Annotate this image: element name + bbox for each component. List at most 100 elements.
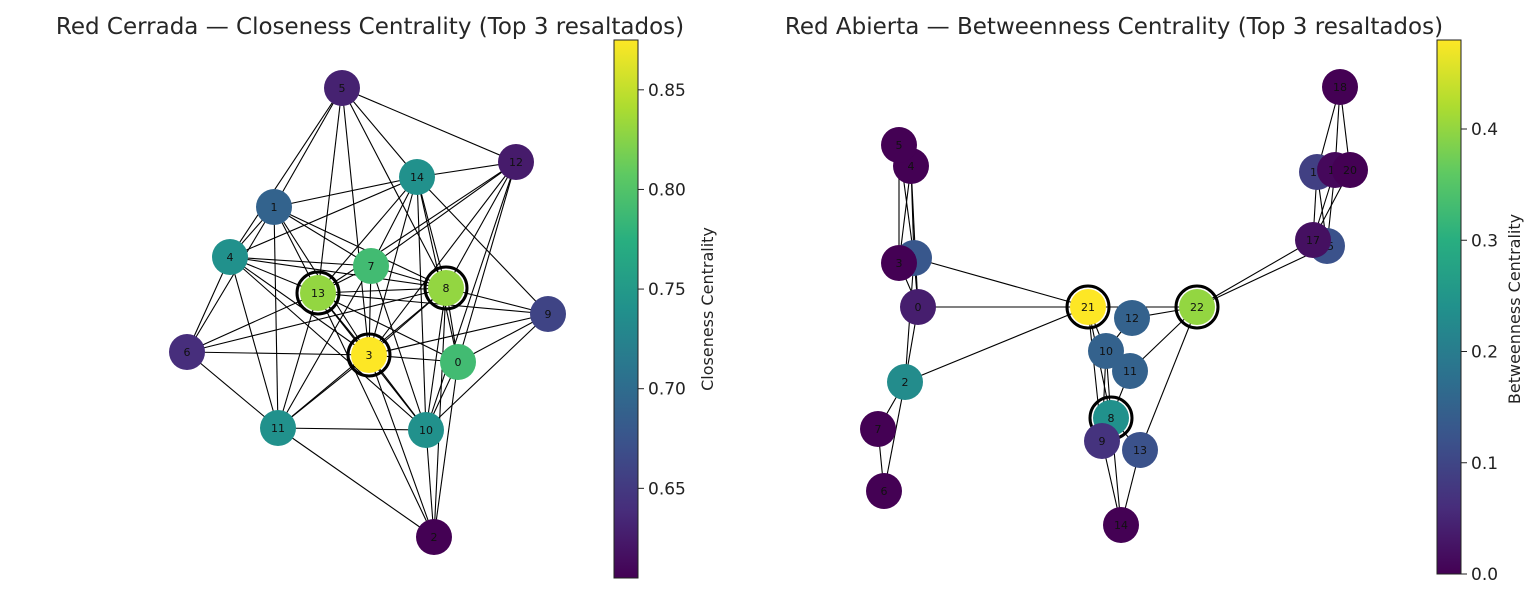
edge-4-10 [229,256,427,431]
node-0: 0 [900,289,936,325]
colorbar-tick: 0.4 [1461,120,1498,140]
node-label: 2 [431,531,438,544]
colorbar-tick: 0.3 [1461,231,1498,251]
edge-5-13 [317,87,343,294]
node-label: 3 [896,257,903,270]
node-14: 14 [399,159,435,195]
edge-2-21 [904,306,1089,383]
edge-9-10 [425,313,549,431]
node-12: 12 [498,144,534,180]
node-label: 9 [545,308,552,321]
node-marker [1322,69,1358,105]
edge-12-7 [370,161,517,267]
node-label: 22 [1190,301,1204,314]
node-label: 1 [271,201,278,214]
node-21: 21 [1065,284,1111,330]
node-marker [1112,353,1148,389]
tick-label: 0.70 [648,380,686,400]
node-label: 10 [1099,345,1113,358]
node-marker [1179,289,1215,325]
node-marker [1122,432,1158,468]
node-label: 14 [1114,519,1128,532]
node-17: 17 [1295,222,1331,258]
node-label: 13 [1133,444,1147,457]
node-label: 7 [875,423,882,436]
tick-label: 0.3 [1471,231,1498,251]
node-marker [440,344,476,380]
panel-title: Red Abierta — Betweenness Centrality (To… [785,14,1443,40]
tick-label: 0.80 [648,180,686,200]
colorbar-label: Betweenness Centrality [1505,214,1524,404]
node-20: 20 [1332,152,1368,188]
node-marker [1332,152,1368,188]
edge-8-10 [425,287,447,431]
node-marker [416,519,452,555]
edge-4-7 [229,256,372,267]
tick-label: 0.4 [1471,120,1498,140]
edge-14-8 [416,176,447,289]
node-marker [530,296,566,332]
edge-5-3 [341,87,370,356]
edge-1-14 [273,176,418,208]
edge-group [186,87,549,538]
node-12: 12 [1114,300,1150,336]
colorbar-gradient [613,39,639,579]
node-label: 6 [881,485,888,498]
node-5: 5 [881,127,917,163]
node-0: 0 [440,344,476,380]
edge-2-6 [883,381,906,492]
tick-label: 0.85 [648,81,686,101]
node-label: 10 [419,424,433,437]
edge-1-11 [273,206,279,429]
node-label: 11 [1123,365,1137,378]
node-label: 7 [368,260,375,273]
edge-6-11 [186,351,279,429]
node-group: 012345678910111213141516171819202122 [860,69,1368,543]
node-label: 12 [1125,312,1139,325]
node-label: 0 [455,356,462,369]
edge-5-14 [341,87,418,178]
node-3: 3 [346,332,392,378]
colorbar-ticks: 0.65 0.70 0.75 0.80 0.85 [638,81,686,499]
node-marker [900,289,936,325]
node-label: 12 [509,156,523,169]
node-marker [881,245,917,281]
node-label: 17 [1306,234,1320,247]
edge-7-11 [277,265,372,429]
node-marker [887,364,923,400]
node-label: 3 [366,349,373,362]
colorbar-tick: 0.2 [1461,343,1498,363]
node-marker [399,159,435,195]
node-9: 9 [530,296,566,332]
edge-1-6 [186,206,275,353]
edge-13-6 [186,292,319,353]
node-7: 7 [860,411,896,447]
edge-12-0 [457,161,517,363]
highlight-ring [1065,284,1111,330]
node-marker [860,411,896,447]
panel-open-network: Red Abierta — Betweenness Centrality (To… [785,14,1524,585]
edge-group [877,86,1351,526]
edge-4-11 [229,256,279,429]
node-marker [169,334,205,370]
highlight-ring [423,265,469,311]
node-18: 18 [1322,69,1358,105]
edge-4-8 [229,256,447,289]
node-marker [212,239,248,275]
edge-11-2 [277,427,435,538]
tick-label: 0.65 [648,479,686,499]
node-marker [256,189,292,225]
edge-11-10 [277,427,427,431]
highlight-ring [346,332,392,378]
node-13: 13 [295,270,341,316]
node-2: 2 [416,519,452,555]
colorbar-tick: 0.85 [638,81,686,101]
node-11: 11 [260,410,296,446]
colorbar-tick: 0.0 [1461,565,1498,585]
edge-13-0 [317,292,459,363]
panel-title: Red Cerrada — Closeness Centrality (Top … [56,14,684,40]
colorbar-tick: 0.1 [1461,454,1498,474]
node-3: 3 [881,245,917,281]
node-marker [866,473,902,509]
